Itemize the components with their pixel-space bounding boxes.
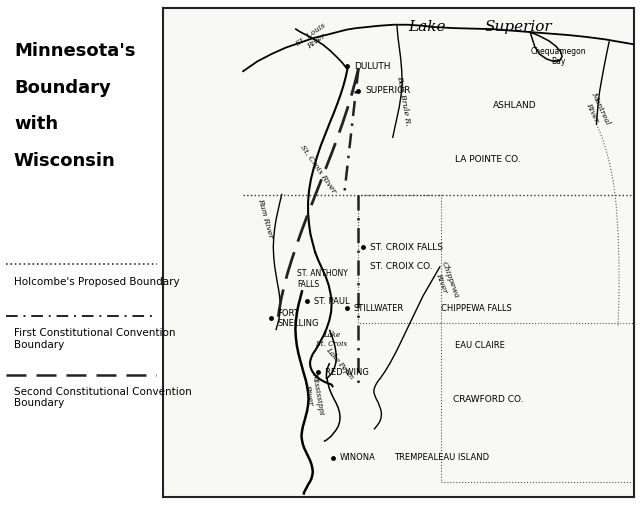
Text: Rum River: Rum River [257, 197, 275, 239]
Text: STILLWATER: STILLWATER [354, 304, 404, 313]
Text: ASHLAND: ASHLAND [493, 101, 536, 110]
Text: ST. ANTHONY
FALLS: ST. ANTHONY FALLS [297, 269, 348, 289]
Text: FORT
SNELLING: FORT SNELLING [277, 309, 319, 328]
Text: LA POINTE CO.: LA POINTE CO. [455, 155, 520, 164]
Text: Lake
St. Croix: Lake St. Croix [316, 331, 348, 348]
Text: Superior: Superior [484, 20, 552, 34]
Text: Holcombe's Proposed Boundary: Holcombe's Proposed Boundary [14, 277, 180, 286]
Text: Minnesota's: Minnesota's [14, 42, 136, 60]
Text: EAU CLAIRE: EAU CLAIRE [455, 341, 505, 350]
Text: with: with [14, 115, 58, 133]
Text: St. Louis
River: St. Louis River [295, 21, 333, 55]
Text: First Constitutional Convention
Boundary: First Constitutional Convention Boundary [14, 328, 175, 350]
Text: Chippewa
River: Chippewa River [431, 261, 460, 303]
Text: CHIPPEWA FALLS: CHIPPEWA FALLS [441, 304, 511, 313]
Text: ST. PAUL: ST. PAUL [314, 297, 349, 306]
Text: Montreal
River: Montreal River [580, 91, 611, 130]
Text: Second Constitutional Convention
Boundary: Second Constitutional Convention Boundar… [14, 387, 191, 408]
Text: ST. CROIX FALLS: ST. CROIX FALLS [370, 243, 443, 252]
Text: CRAWFORD CO.: CRAWFORD CO. [452, 394, 523, 404]
Text: WINONA: WINONA [340, 453, 376, 462]
Text: Wisconsin: Wisconsin [14, 152, 116, 170]
Text: DULUTH: DULUTH [354, 62, 390, 71]
Text: St. Croix River: St. Croix River [299, 143, 338, 195]
Text: Chequamegon
Bay: Chequamegon Bay [531, 47, 586, 66]
Text: RED WING: RED WING [326, 368, 369, 377]
Text: Boundary: Boundary [14, 79, 111, 96]
Text: SUPERIOR: SUPERIOR [365, 86, 411, 95]
Text: Lake: Lake [408, 20, 445, 34]
Text: Bois Brule R.: Bois Brule R. [395, 75, 412, 126]
Text: ST. CROIX CO.: ST. CROIX CO. [370, 263, 433, 271]
Text: Lake Pepin: Lake Pepin [324, 346, 355, 381]
Text: Mississippi
River: Mississippi River [301, 372, 326, 417]
Text: TREMPEALEAU ISLAND: TREMPEALEAU ISLAND [394, 453, 489, 462]
